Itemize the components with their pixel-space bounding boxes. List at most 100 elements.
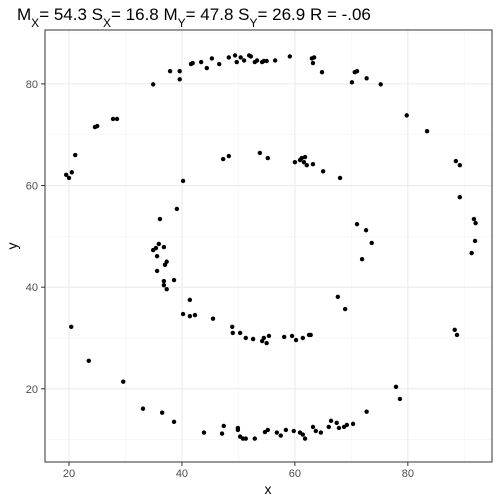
point: [278, 433, 283, 438]
point: [95, 123, 100, 129]
point: [283, 427, 289, 433]
point: [310, 161, 316, 167]
point: [393, 384, 399, 389]
point: [302, 436, 308, 441]
point: [150, 82, 156, 87]
point: [140, 406, 146, 411]
point: [164, 287, 169, 292]
y-axis-label: y: [4, 243, 20, 250]
point: [238, 55, 243, 60]
y-tick-label: 40: [26, 282, 38, 294]
point: [454, 332, 460, 338]
point: [243, 436, 248, 441]
title-subscript: Y: [178, 16, 186, 30]
point: [157, 216, 163, 222]
point: [69, 324, 74, 330]
point: [210, 316, 216, 321]
point: [154, 253, 160, 259]
point: [150, 247, 156, 253]
point: [226, 55, 232, 60]
point: [235, 427, 241, 433]
point: [230, 324, 235, 330]
point: [204, 65, 210, 71]
point: [328, 418, 334, 424]
panel-border: [44, 29, 493, 463]
point: [241, 58, 247, 63]
point: [274, 430, 280, 435]
point: [232, 53, 238, 58]
point: [217, 61, 222, 67]
point: [177, 77, 182, 82]
point: [304, 162, 309, 168]
title-subscript: X: [103, 16, 111, 30]
point: [250, 336, 256, 342]
point: [320, 169, 326, 174]
point: [326, 424, 331, 430]
point: [254, 58, 260, 63]
point: [174, 206, 180, 212]
point: [187, 297, 193, 303]
point: [473, 220, 478, 226]
point: [354, 68, 360, 74]
point: [350, 421, 356, 427]
point: [154, 268, 160, 274]
x-tick-label: 80: [402, 468, 414, 480]
point: [364, 409, 369, 414]
point: [114, 116, 120, 122]
point: [457, 162, 463, 168]
point: [265, 427, 270, 433]
x-tick-label: 20: [63, 468, 75, 480]
point: [159, 410, 165, 415]
point: [167, 68, 173, 74]
point: [198, 59, 204, 65]
point: [171, 419, 177, 425]
point: [349, 80, 355, 85]
title-subscript: X: [31, 16, 39, 30]
point: [264, 58, 269, 64]
point: [472, 238, 478, 244]
point: [220, 156, 226, 162]
point: [234, 59, 239, 65]
point: [301, 159, 307, 165]
point: [308, 332, 313, 338]
x-tick-label: 40: [176, 468, 188, 480]
point: [230, 330, 235, 336]
point: [192, 312, 198, 318]
point: [293, 337, 299, 343]
point: [177, 68, 182, 74]
point: [289, 333, 295, 339]
point: [261, 335, 267, 341]
point: [291, 428, 296, 434]
point: [404, 113, 409, 118]
point: [310, 424, 316, 430]
point: [243, 335, 248, 341]
title-subscript: Y: [249, 16, 257, 30]
title-text: = 47.8 S: [186, 5, 250, 24]
point: [334, 420, 339, 426]
point: [69, 170, 75, 175]
point: [73, 152, 78, 158]
point: [162, 262, 168, 268]
point: [319, 69, 325, 75]
point: [311, 55, 317, 60]
point: [452, 327, 457, 333]
y-tick-label: 80: [26, 79, 38, 91]
point: [252, 436, 258, 441]
point: [161, 278, 167, 284]
point: [300, 335, 306, 341]
point: [209, 56, 215, 61]
chart-title: MX= 54.3 SX= 16.8 MY= 47.8 SY= 26.9 R = …: [17, 5, 371, 30]
point: [359, 257, 365, 262]
point: [378, 82, 383, 87]
point: [221, 423, 226, 429]
point: [337, 175, 343, 181]
point: [121, 379, 126, 384]
title-text: = 26.9 R = -.06: [257, 5, 370, 24]
title-text: = 16.8 M: [111, 5, 178, 24]
point: [310, 60, 316, 66]
point: [292, 159, 298, 165]
point: [457, 195, 463, 200]
point: [265, 155, 270, 161]
point: [86, 358, 91, 364]
